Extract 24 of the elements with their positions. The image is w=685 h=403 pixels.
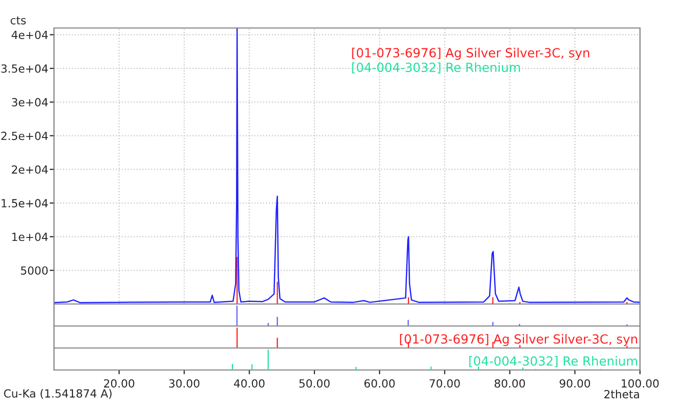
x-tick-label: 60.00 bbox=[364, 379, 395, 388]
y-tick-label: 2e+04 bbox=[12, 165, 48, 174]
series-label: [01-073-6976] Ag Silver Silver-3C, syn bbox=[400, 334, 638, 346]
x-axis-title: 2theta bbox=[604, 390, 639, 398]
y-tick-label: 1e+04 bbox=[12, 232, 48, 242]
text: Cu-Ka (1.541874 A) bbox=[4, 389, 112, 399]
x-tick-label: 50.00 bbox=[299, 379, 330, 388]
x-tick-label: 70.00 bbox=[430, 379, 460, 388]
y-tick-label: 4e+04 bbox=[12, 30, 48, 40]
x-tick-label: 100.00 bbox=[622, 379, 659, 388]
legend-label: [04-004-3032] Re Rhenium bbox=[352, 62, 520, 74]
y-tick-label: 1.5e+04 bbox=[2, 199, 48, 208]
x-tick-label: 40.00 bbox=[234, 379, 264, 388]
x-tick-label: 80.00 bbox=[494, 379, 525, 388]
series-label: [04-004-3032] Re Rhenium bbox=[469, 356, 638, 368]
y-tick-label: 5000 bbox=[21, 266, 48, 275]
y-tick-label: 2.5e+04 bbox=[1, 132, 48, 140]
x-tick-label: 30.00 bbox=[169, 379, 200, 388]
y-tick-label: 3.5e+04 bbox=[1, 64, 48, 73]
y-axis-title: cts bbox=[10, 16, 26, 24]
text: [01-073-6976] Ag Silver Silver-3C, syn bbox=[352, 48, 590, 60]
y-tick-label: 3e+04 bbox=[12, 98, 48, 106]
x-tick-label: 20.00 bbox=[104, 379, 134, 388]
x-tick-label: 90.00 bbox=[560, 379, 590, 388]
